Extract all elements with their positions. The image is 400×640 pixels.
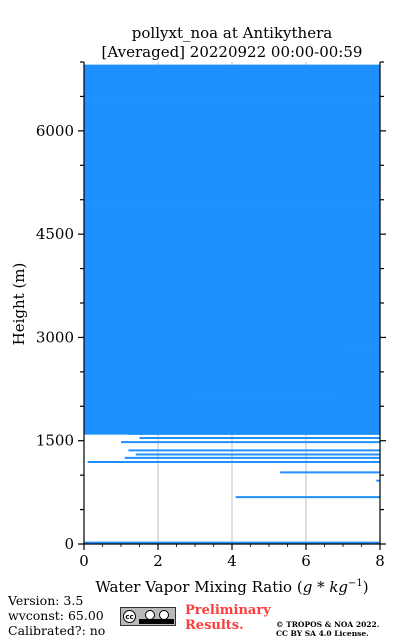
creative-commons-by-sa-badge-icon: cc [120,607,176,626]
preliminary-label-line1: Preliminary [185,603,271,618]
chart-title-line1: pollyxt_noa at Antikythera [132,24,332,42]
x-axis-label-math: g * kg [303,578,348,596]
x-tick-label: 0 [79,552,89,570]
version-text: Version: 3.5 [8,593,84,608]
chart-title-line2: [Averaged] 20220922 00:00-00:59 [102,43,363,61]
y-tick-label: 0 [64,535,74,553]
y-tick-label: 1500 [36,432,74,450]
x-axis-label-exponent: −1 [348,578,363,589]
x-axis-label-text: Water Vapor Mixing Ratio ( [95,578,302,596]
credit-line2: CC BY SA 4.0 License. [276,629,369,638]
cc-icon: cc [123,610,136,623]
x-tick-label: 8 [375,552,385,570]
x-axis-label-close: ) [363,578,369,596]
y-axis: 0 1500 3000 4500 6000 [36,61,386,553]
x-axis-label: Water Vapor Mixing Ratio (g * kg−1) [95,578,368,596]
chart: pollyxt_noa at Antikythera [Averaged] 20… [10,24,386,596]
x-tick-label: 4 [227,552,237,570]
x-axis: 0 2 4 6 8 [79,544,385,570]
plot-area [83,62,381,545]
credit-line1: © TROPOS & NOA 2022. [276,620,380,629]
calibrated-text: Calibrated?: no [8,623,106,638]
y-tick-label: 3000 [36,328,74,346]
y-tick-label: 4500 [36,225,74,243]
y-axis-label: Height (m) [10,263,28,346]
x-tick-label: 2 [153,552,163,570]
x-tick-label: 6 [301,552,311,570]
preliminary-label-line2: Results. [185,618,244,633]
wvconst-text: wvconst: 65.00 [8,608,104,623]
y-tick-label: 6000 [36,122,74,140]
